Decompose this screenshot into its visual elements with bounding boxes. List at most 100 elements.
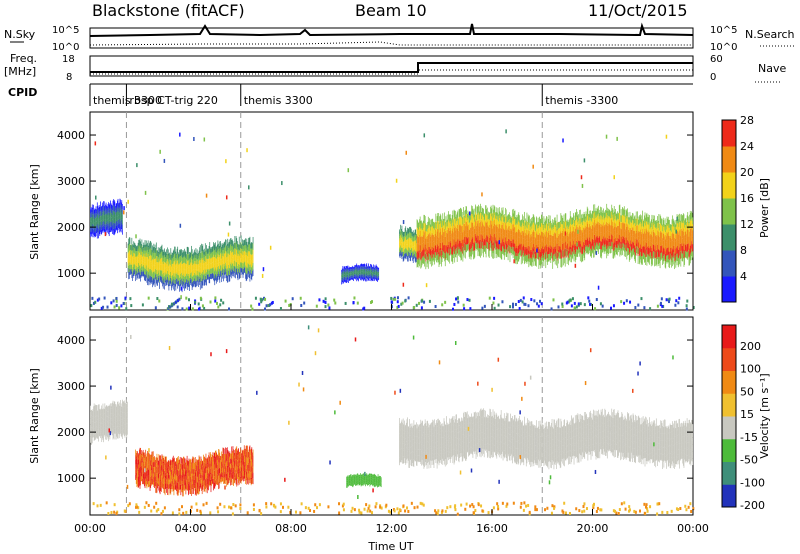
data-cell [575, 251, 577, 260]
data-cell [177, 267, 179, 275]
data-cell [432, 221, 434, 229]
data-cell [121, 200, 123, 205]
data-cell [564, 213, 566, 223]
noise-point [395, 178, 398, 183]
data-cell [639, 224, 641, 232]
data-cell [488, 211, 489, 220]
data-cell [96, 209, 98, 214]
scatter-region [90, 198, 123, 239]
data-cell [622, 230, 623, 239]
data-cell [495, 233, 497, 241]
data-cell [186, 253, 188, 261]
data-cell [687, 243, 689, 250]
data-cell [563, 228, 565, 236]
data-cell [434, 245, 436, 252]
ground-scatter-point [250, 304, 253, 308]
data-cell [437, 213, 439, 221]
data-cell [523, 244, 525, 251]
data-cell [484, 233, 486, 240]
data-cell [203, 259, 204, 265]
data-cell [470, 227, 471, 235]
data-cell [662, 238, 663, 245]
data-cell [351, 275, 353, 278]
data-cell [242, 254, 244, 261]
data-cell [204, 273, 206, 280]
data-cell [556, 258, 557, 266]
data-cell [640, 221, 641, 230]
data-cell [177, 263, 179, 270]
data-cell [358, 273, 359, 276]
data-cell [208, 269, 209, 275]
data-cell [348, 278, 350, 281]
data-cell [137, 256, 138, 262]
data-cell [462, 224, 464, 233]
data-cell [564, 249, 565, 257]
data-cell [458, 231, 460, 240]
data-cell [231, 271, 233, 279]
data-cell [356, 267, 358, 270]
data-cell [661, 232, 663, 239]
data-cell [128, 238, 130, 246]
data-cell [193, 274, 195, 281]
data-cell [368, 272, 370, 275]
data-cell [660, 216, 662, 224]
data-cell [172, 269, 174, 275]
data-cell [535, 258, 537, 267]
data-cell [664, 230, 665, 237]
data-cell [341, 269, 343, 273]
data-cell [508, 220, 510, 227]
data-cell [433, 255, 435, 262]
data-cell [199, 278, 201, 285]
data-cell [644, 239, 645, 247]
data-cell [627, 232, 628, 240]
data-cell [445, 216, 447, 224]
data-cell [373, 274, 375, 277]
data-cell [106, 223, 108, 229]
data-cell [399, 235, 401, 241]
noise-point [564, 231, 567, 236]
data-cell [101, 202, 103, 208]
data-cell [136, 257, 138, 263]
data-cell [493, 226, 495, 235]
data-cell [533, 215, 535, 223]
data-cell [594, 227, 596, 235]
ground-scatter-point [577, 302, 580, 306]
data-cell [194, 252, 196, 259]
data-cell [137, 254, 139, 261]
data-cell [552, 229, 554, 236]
data-cell [633, 218, 635, 225]
data-cell [687, 227, 689, 236]
data-cell [578, 224, 580, 230]
data-cell [465, 206, 467, 214]
data-cell [188, 270, 190, 277]
data-cell [348, 266, 350, 269]
data-cell [598, 205, 599, 214]
data-cell [237, 274, 239, 281]
data-cell [206, 269, 208, 275]
data-cell [174, 266, 176, 274]
data-cell [502, 245, 504, 254]
ground-scatter-point [550, 307, 553, 311]
data-cell [692, 217, 694, 225]
data-cell [233, 265, 235, 272]
data-cell [349, 269, 351, 272]
data-cell [681, 236, 682, 244]
data-cell [519, 222, 520, 230]
data-cell [453, 209, 455, 218]
data-cell [688, 222, 690, 230]
data-cell [406, 239, 408, 245]
data-cell [502, 232, 503, 240]
data-cell [621, 242, 623, 249]
data-cell [169, 270, 171, 276]
data-cell [678, 249, 680, 258]
data-cell [471, 246, 473, 255]
data-cell [639, 231, 641, 240]
data-cell [590, 213, 592, 221]
data-cell [559, 221, 560, 229]
data-cell [349, 271, 351, 275]
data-cell [428, 246, 430, 254]
data-cell [620, 229, 622, 237]
data-cell [504, 216, 506, 224]
data-cell [647, 246, 648, 255]
data-cell [429, 232, 430, 240]
